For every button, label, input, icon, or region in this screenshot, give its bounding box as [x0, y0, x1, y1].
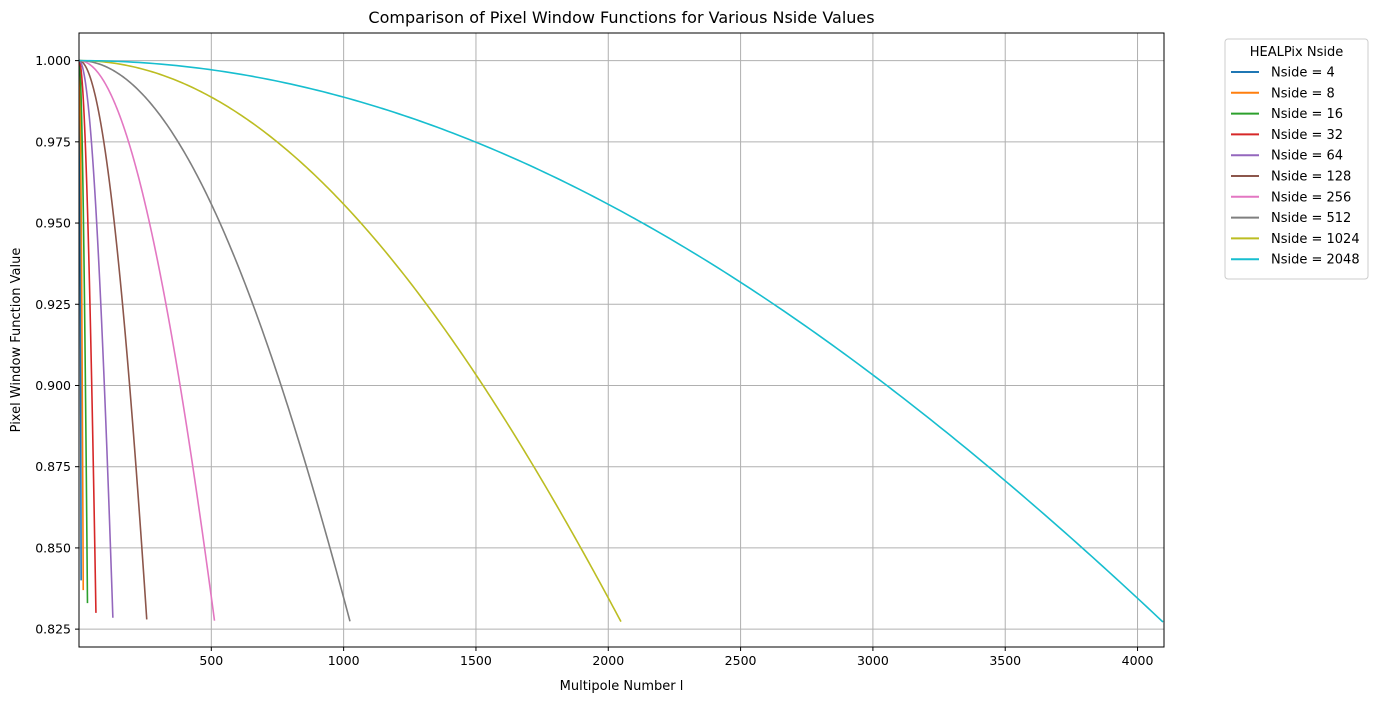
x-axis-label: Multipole Number l: [560, 679, 684, 694]
legend-item: Nside = 128: [1231, 170, 1351, 185]
legend-title: HEALPix Nside: [1250, 45, 1343, 60]
legend-item: Nside = 4: [1231, 66, 1335, 81]
y-tick-label: 0.875: [35, 459, 71, 474]
legend-label: Nside = 16: [1271, 107, 1343, 122]
x-tick-label: 500: [199, 653, 223, 668]
series-line-nside-1024: [79, 59, 622, 623]
series-line-nside-64: [79, 59, 114, 618]
legend-item: Nside = 64: [1231, 149, 1343, 164]
legend-box: [1224, 38, 1369, 280]
legend-item: Nside = 512: [1231, 211, 1351, 226]
y-tick-label: 0.850: [35, 540, 71, 555]
chart-title: Comparison of Pixel Window Functions for…: [368, 8, 874, 27]
x-tick-label: 2500: [725, 653, 757, 668]
legend-label: Nside = 128: [1271, 170, 1351, 185]
y-tick-label: 0.975: [35, 134, 71, 149]
series-line-nside-2048: [79, 59, 1164, 623]
y-axis-label: Pixel Window Function Value: [9, 248, 24, 433]
series-line-nside-256: [79, 59, 216, 621]
legend-label: Nside = 1024: [1271, 232, 1360, 247]
legend-item: Nside = 16: [1231, 107, 1343, 122]
x-tick-label: 1500: [460, 653, 492, 668]
series-line-nside-512: [79, 59, 351, 622]
x-tick-label: 1000: [328, 653, 360, 668]
legend-item: Nside = 256: [1231, 190, 1351, 205]
y-tick-label: 0.825: [35, 622, 71, 637]
series-line-nside-128: [79, 59, 148, 620]
legend-item: Nside = 32: [1231, 128, 1343, 143]
x-axis-ticks: 500 1000 1500 2000 2500 3000 3500 4000: [199, 647, 1153, 668]
legend-item: Nside = 8: [1231, 86, 1335, 101]
grid: [79, 33, 1164, 647]
series-line-nside-32: [79, 59, 97, 613]
legend-label: Nside = 256: [1271, 190, 1351, 205]
y-tick-label: 0.900: [35, 378, 71, 393]
plot-frame: [78, 32, 1165, 648]
legend-item: Nside = 2048: [1231, 253, 1360, 268]
legend-items: Nside = 4 Nside = 8 Nside = 16 Nside = 32 Ns…: [1231, 66, 1360, 268]
legend-label: Nside = 8: [1271, 86, 1335, 101]
legend-label: Nside = 2048: [1271, 253, 1360, 268]
series-line-nside-16: [79, 59, 89, 604]
legend-label: Nside = 64: [1271, 149, 1343, 164]
legend-label: Nside = 32: [1271, 128, 1343, 143]
x-tick-label: 4000: [1122, 653, 1154, 668]
x-tick-label: 3500: [989, 653, 1021, 668]
y-tick-label: 0.925: [35, 297, 71, 312]
y-axis-ticks: 0.825 0.850 0.875 0.900 0.925 0.950 0.975 1.000: [35, 53, 79, 637]
legend-item: Nside = 1024: [1231, 232, 1360, 247]
series-layer: [79, 59, 1164, 623]
x-tick-label: 2000: [592, 653, 624, 668]
x-tick-label: 3000: [857, 653, 889, 668]
legend-label: Nside = 4: [1271, 66, 1335, 81]
y-tick-label: 1.000: [35, 53, 71, 68]
legend-label: Nside = 512: [1271, 211, 1351, 226]
y-tick-label: 0.950: [35, 216, 71, 231]
